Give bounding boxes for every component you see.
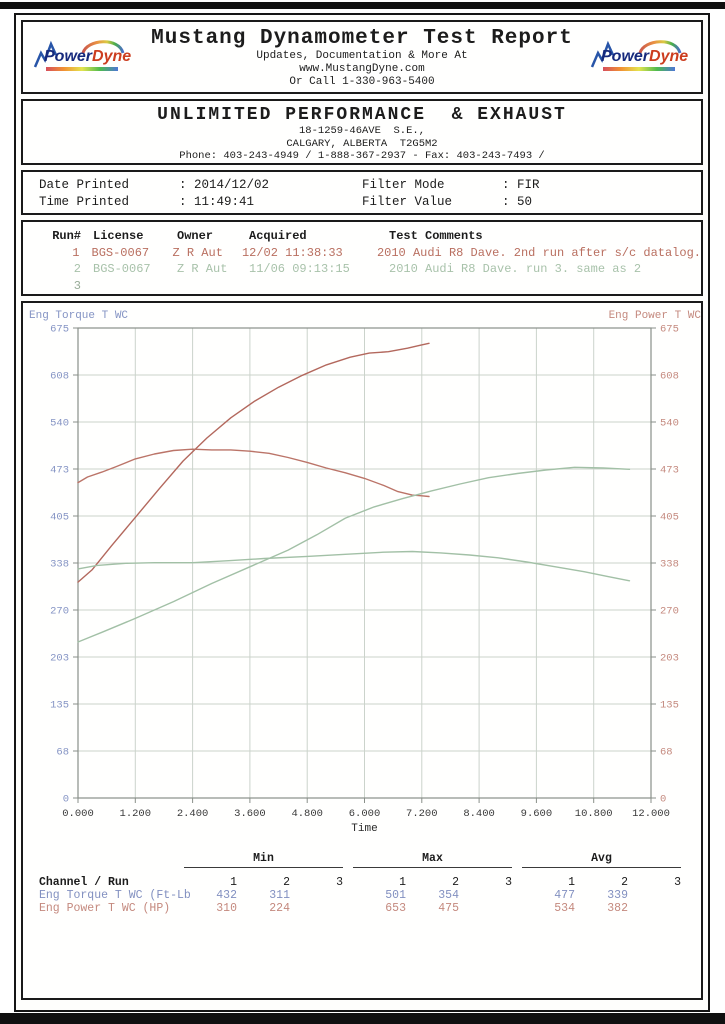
y-tick-label-right: 135 — [660, 700, 679, 712]
series-1-curve — [77, 342, 430, 583]
y-tick-label-left: 0 — [63, 794, 69, 806]
scan-edge-bottom — [0, 1013, 725, 1024]
run-row-1: 1 BGS-0067 Z R Aut 12/02 11:38:33 2010 A… — [72, 245, 701, 260]
x-tick-label: 6.000 — [349, 808, 381, 820]
x-tick-label: 10.800 — [575, 808, 613, 820]
y-tick-label-left: 270 — [50, 606, 69, 618]
dyno-chart: 0.000 1.200 2.400 3.600 4.800 6.000 7.200 8.400… — [29, 310, 702, 835]
col-run: Run# — [52, 229, 81, 243]
y-tick-label-left: 338 — [50, 559, 69, 571]
x-tick-label: 9.600 — [521, 808, 553, 820]
y-tick-label-left: 203 — [50, 653, 69, 665]
y-tick-label-right: 68 — [660, 747, 673, 759]
y-tick-label-right: 405 — [660, 512, 679, 524]
y-tick-label-left: 473 — [50, 465, 69, 477]
time-printed-value: : 11:49:41 — [179, 195, 255, 209]
y-tick-label-left: 135 — [50, 700, 69, 712]
date-printed-label: Date Printed — [39, 178, 130, 192]
dyno-chart-section: 0.000 1.200 2.400 3.600 4.800 6.000 7.200 8.400… — [21, 301, 703, 1000]
stats-power-row: Eng Power T WC (HP) 310 224 653 475 534 … — [39, 902, 628, 915]
x-axis-title: Time — [351, 823, 377, 835]
time-printed-label: Time Printed — [39, 195, 130, 209]
stats-torque-row: Eng Torque T WC (Ft-Lb 432 311 501 354 4… — [39, 889, 628, 902]
x-tick-label: 7.200 — [406, 808, 438, 820]
business-address-1: 18-1259-46AVE S.E., — [298, 125, 426, 137]
y-tick-label-right: 203 — [660, 653, 679, 665]
stats-run-header-row: Channel / Run 1 2 3 1 2 3 1 2 3 — [39, 876, 681, 889]
filter-mode-label: Filter Mode — [362, 178, 445, 192]
run-list: Run# License Owner Acquired Test Comment… — [21, 220, 703, 296]
filter-value-label: Filter Value — [362, 195, 453, 209]
left-axis-title: Eng Torque T WC — [29, 310, 128, 322]
report-subtitle-1: Updates, Documentation & More At — [256, 50, 468, 62]
power-channel-label: Eng Power T WC (HP) — [39, 902, 171, 915]
y-tick-label-left: 608 — [50, 371, 69, 383]
logo-text-power: Power — [44, 48, 93, 65]
business-address-2: CALGARY, ALBERTA T2G5M2 — [286, 137, 438, 150]
logo-rainbow-bar — [46, 67, 118, 71]
powerdyne-logo-right: PowerDyne — [588, 31, 693, 83]
torque-channel-label: Eng Torque T WC (Ft-Lb — [39, 889, 191, 902]
print-info: Date Printed : 2014/12/02 Time Printed : 1… — [21, 170, 703, 215]
col-license: License — [93, 229, 144, 243]
stats-avg-header: Avg — [522, 852, 681, 868]
x-tick-label: 4.800 — [291, 808, 323, 820]
x-tick-label: 1.200 — [120, 808, 152, 820]
col-acquired: Acquired — [249, 229, 307, 243]
report-header: PowerDyne Mustang Dynamometer Test Repor… — [21, 20, 703, 94]
y-tick-label-left: 675 — [50, 324, 69, 336]
run-list-header: Run# License Owner Acquired Test Comment… — [39, 228, 701, 245]
y-tick-label-right: 0 — [660, 794, 666, 806]
x-tick-label: 0.000 — [62, 808, 94, 820]
y-tick-label-right: 675 — [660, 324, 679, 336]
report-website: www.MustangDyne.com — [299, 63, 425, 75]
x-tick-label: 8.400 — [463, 808, 495, 820]
right-axis-title: Eng Power T WC — [609, 310, 702, 322]
report-phone: Or Call 1-330-963-5400 — [289, 76, 435, 88]
x-tick-label: 2.400 — [177, 808, 209, 820]
logo-rainbow-bar — [603, 67, 675, 71]
logo-text-dyne: Dyne — [92, 48, 132, 65]
stats-max-header: Max — [353, 852, 512, 868]
y-tick-label-right: 608 — [660, 371, 679, 383]
col-owner: Owner — [177, 229, 214, 243]
y-tick-label-left: 68 — [56, 747, 69, 759]
y-tick-label-right: 270 — [660, 606, 679, 618]
stats-group-header-row: Min Max Avg — [39, 852, 701, 868]
series-3-curve — [77, 550, 631, 582]
run-row-3: 3 — [73, 278, 81, 293]
report-title: Mustang Dynamometer Test Report — [151, 27, 573, 50]
y-tick-label-right: 338 — [660, 559, 679, 571]
stats-min-header: Min — [184, 852, 343, 868]
logo-text-power: Power — [601, 48, 650, 65]
y-tick-label-left: 540 — [50, 418, 69, 430]
logo-text-dyne: Dyne — [649, 48, 689, 65]
report-page: PowerDyne Mustang Dynamometer Test Repor… — [14, 13, 710, 1012]
powerdyne-logo-graphic-icon — [33, 40, 125, 68]
series-2-curve — [77, 448, 430, 498]
y-tick-label-right: 540 — [660, 418, 679, 430]
business-info: UNLIMITED PERFORMANCE & EXHAUST 18-1259-… — [21, 99, 703, 165]
business-phone: Phone: 403-243-4949 / 1-888-367-2937 - F… — [179, 150, 545, 162]
scan-edge-top — [0, 2, 725, 9]
powerdyne-logo-graphic-icon — [590, 40, 682, 68]
x-tick-label: 12.000 — [632, 808, 670, 820]
y-tick-label-right: 473 — [660, 465, 679, 477]
x-tick-label: 3.600 — [234, 808, 266, 820]
stats-table: Min Max Avg Channel / Run 1 2 3 1 2 3 1 … — [39, 852, 701, 915]
date-printed-value: : 2014/12/02 — [179, 178, 270, 192]
run-row-2: 2 BGS-0067 Z R Aut 11/06 09:13:15 2010 A… — [73, 262, 642, 276]
filter-value-value: : 50 — [502, 195, 533, 209]
business-name: UNLIMITED PERFORMANCE & EXHAUST — [157, 105, 567, 125]
filter-mode-value: : FIR — [502, 178, 540, 192]
y-tick-label-left: 405 — [50, 512, 69, 524]
col-comments: Test Comments — [389, 229, 483, 243]
series-4-curve — [77, 466, 631, 643]
plot-frame — [77, 327, 652, 799]
channel-run-label: Channel / Run — [39, 876, 129, 889]
powerdyne-logo-left: PowerDyne — [31, 31, 136, 83]
